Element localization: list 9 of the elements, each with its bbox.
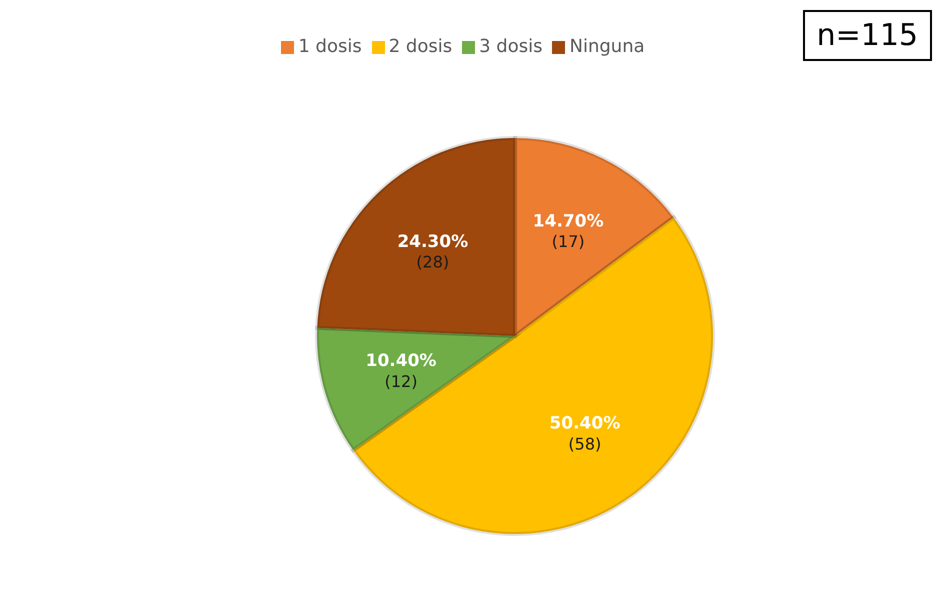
data-label: 10.40% (12) — [366, 351, 436, 392]
legend-label: 1 dosis — [298, 36, 362, 57]
text: n=115 — [802, 10, 932, 61]
data-label: 14.70% (17) — [532, 211, 604, 252]
data-label: 50.40% (58) — [549, 414, 620, 454]
legend-label: 3 dosis — [479, 36, 542, 57]
legend-label: 2 dosis — [388, 36, 452, 57]
data-label: 24.30% (28) — [397, 232, 468, 272]
legend-label: Ninguna — [569, 36, 645, 57]
